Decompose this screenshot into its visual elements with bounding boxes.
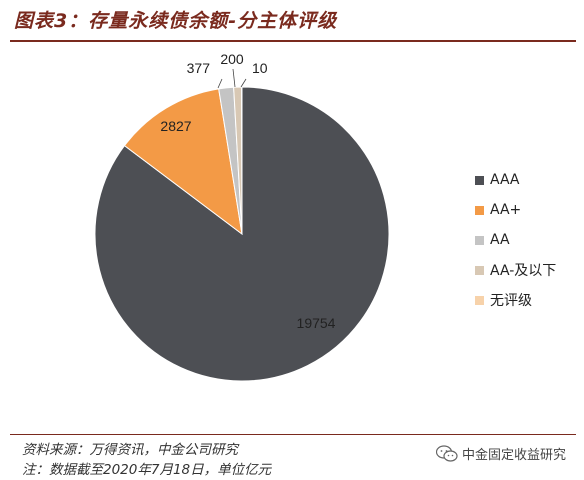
leader-line [232, 68, 236, 88]
legend-swatch [475, 205, 484, 215]
title-rule [10, 40, 576, 42]
leader-line [240, 78, 247, 88]
legend-item-aa-plus: AA+ [475, 195, 556, 225]
watermark: 中金固定收益研究 [435, 444, 566, 463]
legend-label: AA-及以下 [490, 263, 557, 279]
legend-item-unrated: 无评级 [475, 285, 556, 315]
data-label-aa-plus: 2827 [160, 118, 191, 134]
legend-label: AA+ [490, 202, 522, 218]
source-note: 资料来源：万得资讯，中金公司研究 [22, 442, 238, 458]
data-label-unrated: 10 [252, 60, 268, 76]
legend-label: AA [490, 232, 510, 248]
watermark-text: 中金固定收益研究 [461, 448, 566, 463]
legend-item-aa-minus-below: AA-及以下 [475, 255, 556, 285]
legend-swatch [475, 175, 484, 185]
data-label-aaa: 19754 [297, 315, 336, 331]
data-note: 注：数据截至2020年7月18日，单位亿元 [22, 462, 272, 478]
legend-swatch [475, 265, 484, 275]
legend-swatch [475, 235, 484, 245]
leader-line [217, 78, 223, 89]
pie-slice-aa-plus [123, 88, 243, 236]
legend-swatch [475, 295, 484, 305]
chart-title: 图表3：存量永续债余额-分主体评级 [14, 10, 338, 32]
legend-item-aaa: AAA [475, 165, 556, 195]
data-label-aa-minus-below: 200 [220, 51, 244, 67]
legend-item-aa: AA [475, 225, 556, 255]
data-label-aa: 377 [187, 60, 211, 76]
legend-label: 无评级 [490, 293, 532, 309]
legend-label: AAA [490, 172, 520, 188]
legend: AAA AA+ AA AA-及以下 无评级 [475, 165, 556, 315]
footer-rule [10, 434, 576, 435]
wechat-icon [435, 444, 458, 462]
